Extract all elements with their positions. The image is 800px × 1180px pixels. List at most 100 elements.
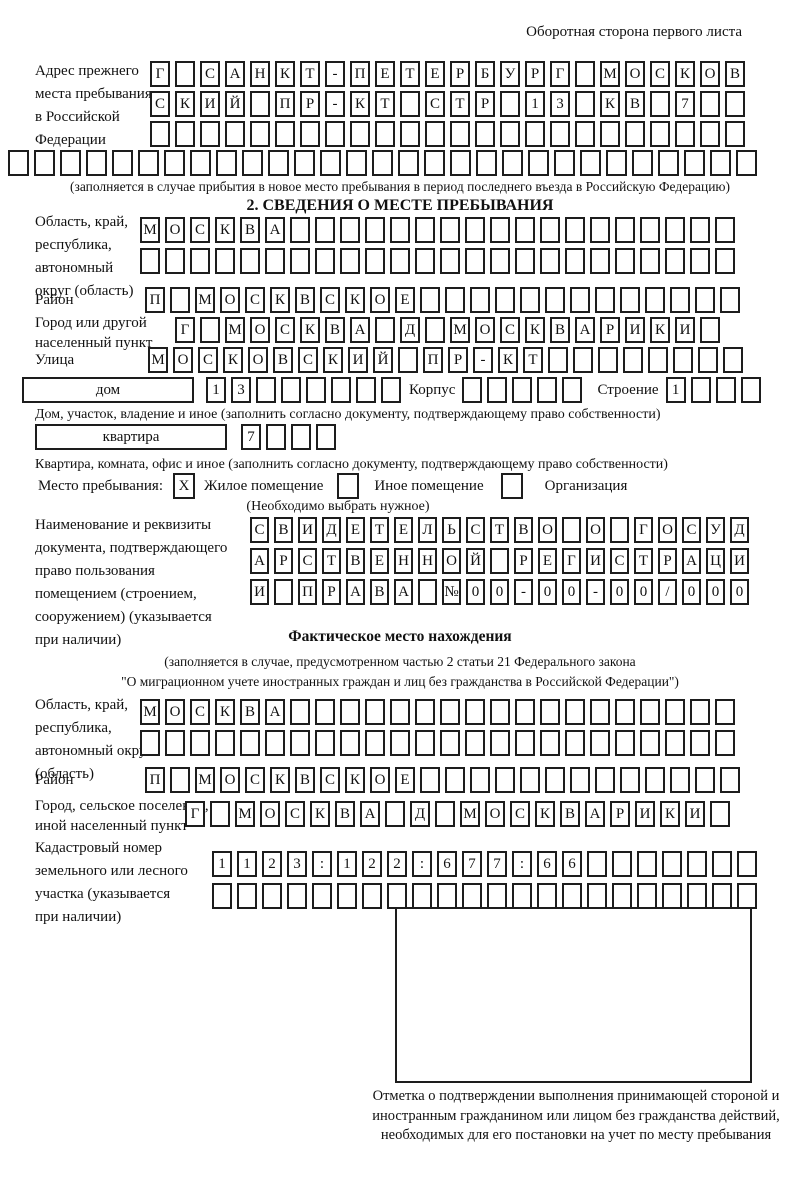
char-box: У — [706, 517, 725, 543]
char-box — [715, 248, 735, 274]
actual-location-note-2: "О миграционном учете иностранных гражда… — [121, 674, 679, 689]
char-box — [490, 248, 510, 274]
char-box: Р — [300, 91, 320, 117]
char-box — [662, 883, 682, 909]
char-box — [381, 377, 401, 403]
char-box — [250, 121, 270, 147]
prev-address-label: Адрес прежнего места пребывания в Россий… — [35, 63, 152, 148]
char-box: И — [730, 548, 749, 574]
char-box: А — [394, 579, 413, 605]
char-box: 2 — [387, 851, 407, 877]
char-box — [440, 248, 460, 274]
char-box: К — [310, 801, 330, 827]
char-box: К — [345, 287, 365, 313]
char-box: О — [220, 287, 240, 313]
char-box: С — [610, 548, 629, 574]
char-box: К — [525, 317, 545, 343]
char-box: И — [348, 347, 368, 373]
char-box: Р — [610, 801, 630, 827]
char-box — [175, 121, 195, 147]
char-box — [375, 121, 395, 147]
char-box — [690, 730, 710, 756]
char-box — [554, 150, 575, 176]
char-box — [640, 248, 660, 274]
confirmation-caption: Отметка о подтверждении выполнения прини… — [372, 1088, 780, 1143]
char-box: В — [560, 801, 580, 827]
char-box — [315, 699, 335, 725]
char-box: П — [298, 579, 317, 605]
char-box: В — [370, 579, 389, 605]
char-box: Н — [418, 548, 437, 574]
stay-type-row: Место пребывания: X Жилое помещение Иное… — [38, 473, 627, 499]
char-box: Д — [730, 517, 749, 543]
char-box — [262, 883, 282, 909]
char-box — [540, 248, 560, 274]
char-box — [515, 730, 535, 756]
char-box — [445, 287, 465, 313]
char-box — [445, 767, 465, 793]
char-box — [290, 730, 310, 756]
char-box: А — [265, 699, 285, 725]
apartment-number-cells: 7 — [241, 424, 336, 450]
char-box — [165, 248, 185, 274]
char-box — [537, 883, 557, 909]
char-box — [490, 730, 510, 756]
char-box — [684, 150, 705, 176]
char-box — [356, 377, 376, 403]
char-box: Г — [175, 317, 195, 343]
char-box — [200, 121, 220, 147]
char-box — [615, 699, 635, 725]
char-box — [420, 287, 440, 313]
page-corner-note: Оборотная сторона первого листа — [526, 24, 742, 40]
char-box — [325, 121, 345, 147]
char-box — [690, 248, 710, 274]
korpus-label: Корпус — [409, 381, 456, 398]
char-box — [440, 699, 460, 725]
char-box: С — [198, 347, 218, 373]
char-box — [210, 801, 230, 827]
char-box: К — [535, 801, 555, 827]
char-box: Т — [523, 347, 543, 373]
char-box: С — [298, 548, 317, 574]
char-box — [450, 121, 470, 147]
prev-address-note: (заполняется в случае прибытия в новое м… — [69, 179, 731, 194]
char-box: И — [625, 317, 645, 343]
char-box: И — [298, 517, 317, 543]
char-box: - — [325, 91, 345, 117]
char-box: 3 — [231, 377, 251, 403]
char-box — [715, 730, 735, 756]
char-box: В — [274, 517, 293, 543]
char-box: К — [275, 61, 295, 87]
char-box — [290, 217, 310, 243]
char-box — [346, 150, 367, 176]
char-box — [540, 699, 560, 725]
char-box — [736, 150, 757, 176]
char-box — [665, 217, 685, 243]
char-box — [690, 217, 710, 243]
char-box: Л — [418, 517, 437, 543]
char-box: К — [650, 317, 670, 343]
char-box: С — [245, 767, 265, 793]
char-box — [640, 730, 660, 756]
char-box: В — [273, 347, 293, 373]
char-box — [500, 121, 520, 147]
char-box — [462, 883, 482, 909]
char-box — [440, 217, 460, 243]
char-box — [570, 287, 590, 313]
char-box: О — [173, 347, 193, 373]
char-box — [590, 248, 610, 274]
char-box — [525, 121, 545, 147]
char-box — [315, 730, 335, 756]
char-box: 7 — [487, 851, 507, 877]
char-box: : — [312, 851, 332, 877]
char-box — [645, 287, 665, 313]
char-box: 1 — [212, 851, 232, 877]
char-box — [350, 121, 370, 147]
